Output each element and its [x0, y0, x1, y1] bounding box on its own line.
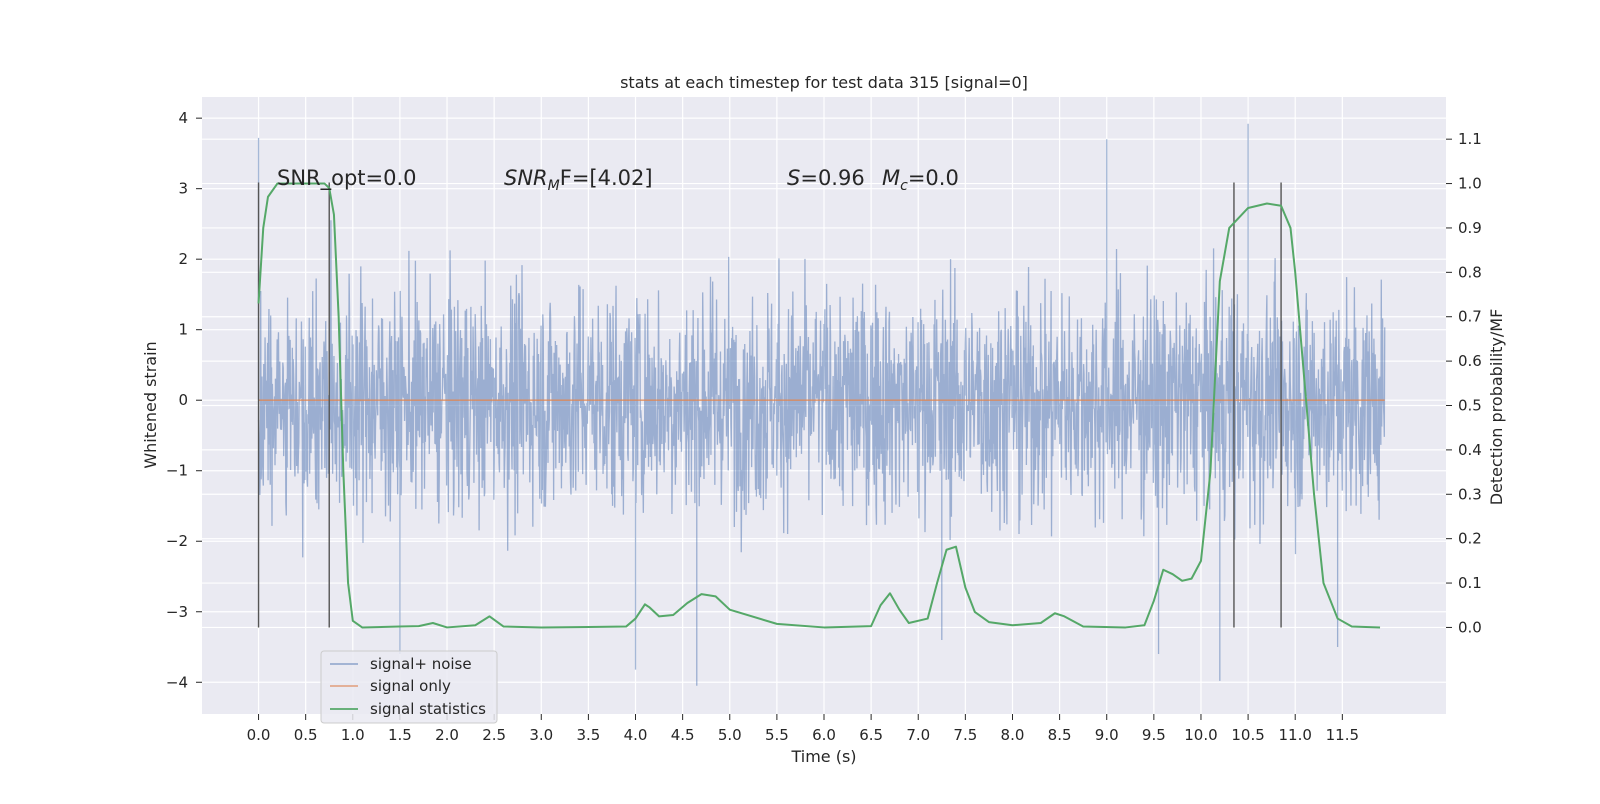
x-tick-label: 10.5 — [1231, 726, 1264, 744]
y-tick-label-right: 0.9 — [1458, 219, 1482, 237]
y-tick-label-right: 0.6 — [1458, 352, 1482, 370]
y-tick-label-right: 0.5 — [1458, 397, 1482, 415]
y-tick-label-right: 0.7 — [1458, 308, 1482, 326]
y-tick-label-right: 0.1 — [1458, 574, 1482, 592]
mc-value: =0.0 — [908, 166, 959, 190]
y-tick-label-left: −2 — [166, 532, 188, 550]
annotation-mc: Mc=0.0 — [882, 166, 959, 194]
s-value: =0.96 — [800, 166, 864, 190]
annotation-snr-opt: SNR_opt=0.0 — [277, 166, 417, 191]
x-tick-label: 1.5 — [388, 726, 412, 744]
annotation-s: S=0.96 — [787, 166, 865, 190]
x-tick-label: 8.5 — [1048, 726, 1072, 744]
legend-label-signal-only: signal only — [370, 677, 451, 695]
y-tick-label-left: −4 — [166, 673, 188, 691]
x-tick-label: 0.5 — [294, 726, 318, 744]
x-tick-label: 4.0 — [624, 726, 648, 744]
x-tick-label: 5.5 — [765, 726, 789, 744]
snr-mf-value: F=[4.02] — [560, 166, 653, 190]
ticks-layer: 0.0 0.5 1.0 1.5 2.0 2.5 3.0 3.5 4.0 4.5 5.0 5.5 6.0 6… — [166, 109, 1482, 744]
x-tick-label: 8.0 — [1001, 726, 1025, 744]
mc-symbol: M — [882, 166, 900, 190]
x-axis-label: Time (s) — [790, 747, 856, 766]
y-tick-label-left: 4 — [178, 109, 188, 127]
legend: signal+ noise signal only signal statist… — [320, 650, 498, 724]
x-tick-label: 1.0 — [341, 726, 365, 744]
x-tick-label: 2.0 — [435, 726, 459, 744]
mc-subscript: c — [900, 178, 908, 194]
y-tick-label-right: 0.8 — [1458, 263, 1482, 281]
y-tick-label-left: 3 — [178, 180, 188, 198]
x-tick-label: 7.5 — [953, 726, 977, 744]
y-tick-label-right: 0.4 — [1458, 441, 1482, 459]
legend-label-statistics: signal statistics — [370, 700, 486, 718]
x-tick-label: 6.5 — [859, 726, 883, 744]
y-tick-label-left: 2 — [178, 250, 188, 268]
legend-box — [320, 650, 498, 724]
x-tick-label: 11.0 — [1279, 726, 1312, 744]
y-axis-label-right: Detection probability/MF — [1487, 309, 1506, 506]
x-tick-label: 10.0 — [1184, 726, 1217, 744]
x-tick-label: 3.0 — [529, 726, 553, 744]
chart-title: stats at each timestep for test data 315… — [620, 73, 1028, 92]
y-tick-label-right: 0.2 — [1458, 530, 1482, 548]
y-axis-label-left: Whitened strain — [141, 341, 160, 468]
s-symbol: S — [787, 166, 800, 190]
x-tick-label: 6.0 — [812, 726, 836, 744]
x-tick-label: 3.5 — [576, 726, 600, 744]
signal-statistics-line — [257, 182, 1381, 629]
x-tick-label: 11.5 — [1326, 726, 1359, 744]
y-tick-label-right: 1.0 — [1458, 175, 1482, 193]
lines-layer — [257, 182, 1385, 629]
x-tick-label: 5.0 — [718, 726, 742, 744]
y-tick-label-left: −1 — [166, 462, 188, 480]
y-tick-label-left: −3 — [166, 603, 188, 621]
snr-mf-subscript: M — [548, 178, 560, 194]
y-tick-label-right: 1.1 — [1458, 130, 1482, 148]
x-tick-label: 7.0 — [906, 726, 930, 744]
x-tick-label: 2.5 — [482, 726, 506, 744]
y-tick-label-right: 0.0 — [1458, 618, 1482, 636]
x-tick-label: 9.5 — [1142, 726, 1166, 744]
x-tick-label: 9.0 — [1095, 726, 1119, 744]
x-tick-label: 0.0 — [247, 726, 271, 744]
y-tick-label-left: 0 — [178, 391, 188, 409]
annotation-snr-mf: SNRMF=[4.02] — [504, 166, 653, 194]
y-tick-label-right: 0.3 — [1458, 485, 1482, 503]
snr-mf-symbol: SNR — [504, 166, 548, 190]
y-tick-label-left: 1 — [178, 321, 188, 339]
legend-label-noise: signal+ noise — [370, 655, 472, 673]
x-tick-label: 4.5 — [671, 726, 695, 744]
